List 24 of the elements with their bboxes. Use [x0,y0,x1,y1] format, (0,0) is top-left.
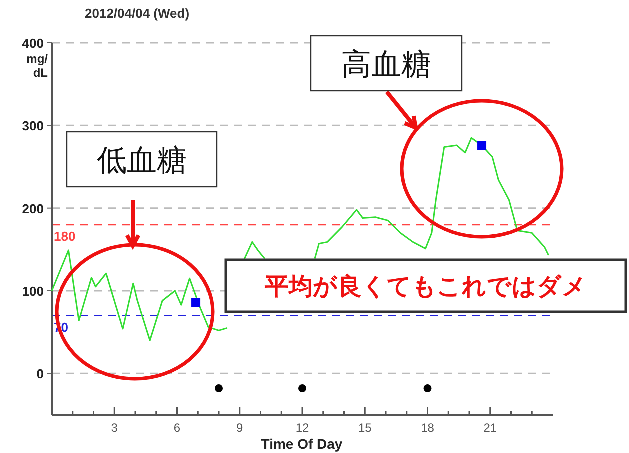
x-tick-label: 3 [111,421,118,435]
y-tick-label: 0 [36,366,44,382]
annotation: 低血糖 [97,143,187,178]
chart-title: 2012/04/04 (Wed) [85,6,190,21]
y-axis-title: mg/dL [26,52,49,80]
ref-line-label: 180 [54,228,76,244]
y-tick-label: 400 [22,36,44,51]
x-tick-label: 21 [484,421,498,435]
point [215,384,223,393]
y-tick-label: 100 [22,284,44,299]
point [478,141,487,150]
point [192,298,201,308]
y-tick-label: 300 [22,118,44,134]
y-tick-label: 200 [22,201,44,216]
point [298,384,306,393]
x-tick-label: 12 [296,421,310,435]
x-tick-label: 9 [236,421,244,435]
point [424,384,432,393]
annotation: 平均が良くてもこれではダメ [264,272,587,301]
annotation: 高血糖 [342,47,432,82]
x-axis-title: Time Of Day [261,436,343,452]
x-tick-label: 15 [358,421,372,435]
x-tick-label: 6 [174,421,181,435]
x-tick-label: 18 [421,421,435,435]
